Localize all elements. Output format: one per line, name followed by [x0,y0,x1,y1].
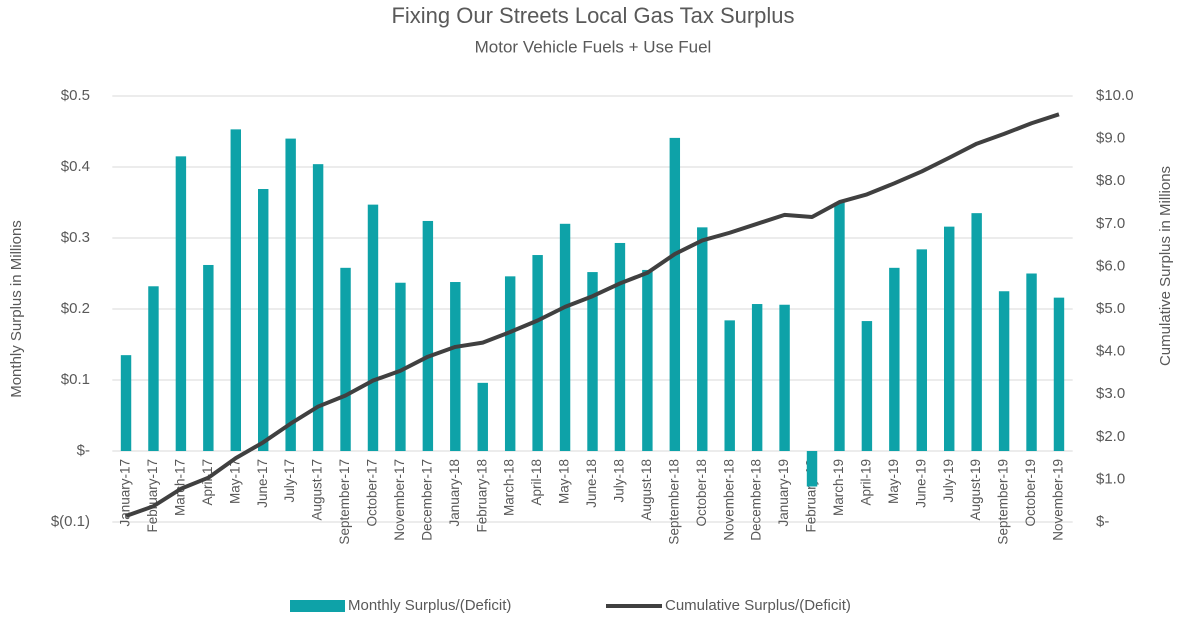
x-tick-label: April-17 [200,459,215,506]
bar [532,255,543,451]
chart-subtitle: Motor Vehicle Fuels + Use Fuel [475,37,712,56]
x-tick-label: December-18 [749,459,764,541]
bar [230,129,241,451]
x-tick-label: July-18 [612,459,627,503]
x-tick-label: January-19 [776,459,791,527]
bar [340,267,351,451]
bar [504,276,516,451]
chart-title: Fixing Our Streets Local Gas Tax Surplus [391,3,794,28]
bar [971,213,982,451]
x-tick-label: December-17 [419,459,434,541]
x-tick-label: March-19 [831,459,846,516]
bar [450,282,461,451]
y-tick-label: $0.2 [61,300,90,317]
y2-tick-label: $7.0 [1096,215,1125,232]
bar [779,304,790,451]
y2-tick-label: $8.0 [1096,172,1125,189]
x-tick-label: October-19 [1023,459,1038,527]
y2-tick-label: $5.0 [1096,300,1125,317]
x-tick-label: August-17 [310,459,325,521]
bar [203,264,214,451]
bar [998,291,1010,451]
y2-tick-label: $3.0 [1096,385,1125,402]
bar [285,138,296,451]
x-tick-label: October-17 [365,459,380,527]
bar [669,137,681,451]
x-tick-label: July-19 [941,459,956,503]
x-tick-label: May-17 [227,459,242,504]
bar [148,286,159,451]
x-tick-label: June-18 [584,459,599,508]
bar [395,282,406,451]
bar [312,164,324,451]
x-tick-label: July-17 [282,459,297,503]
y-tick-label: $- [77,442,90,459]
x-tick-label: November-19 [1051,459,1066,541]
y-axis-label: Monthly Surplus in Millions [8,220,25,398]
bar [559,223,571,451]
y-tick-label: $(0.1) [51,513,90,530]
y2-tick-label: $9.0 [1096,130,1125,147]
x-tick-label: September-19 [996,459,1011,545]
x-tick-label: August-18 [639,459,654,521]
bar [614,242,626,451]
bar [422,220,434,451]
x-tick-label: January-17 [118,459,133,527]
y-tick-label: $0.3 [61,229,90,246]
bar [587,272,598,451]
y2-axis-label: Cumulative Surplus in Millions [1157,166,1174,366]
bar [944,226,955,451]
bar [258,189,269,451]
bar [1026,273,1037,451]
x-tick-label: January-18 [447,459,462,527]
legend-swatch [290,600,345,612]
x-tick-label: March-18 [502,459,517,516]
bar [367,204,379,451]
y-tick-label: $0.1 [61,371,90,388]
y2-tick-label: $2.0 [1096,428,1125,445]
cumulative-line [125,112,1060,518]
bar [806,451,818,487]
y2-tick-label: $6.0 [1096,257,1125,274]
x-tick-label: November-17 [392,459,407,541]
bar [642,269,653,451]
bar [889,267,900,451]
bar [175,156,187,451]
y2-tick-label: $4.0 [1096,343,1125,360]
bar [861,321,873,451]
bar [916,249,927,451]
x-tick-label: October-18 [694,459,709,527]
x-tick-label: August-19 [968,459,983,521]
x-tick-label: May-18 [557,459,572,504]
legend-label: Cumulative Surplus/(Deficit) [665,597,851,614]
x-tick-label: February-18 [474,459,489,533]
x-tick-label: September-17 [337,459,352,545]
x-tick-label: June-19 [913,459,928,508]
x-tick-label: April-19 [858,459,873,506]
legend-label: Monthly Surplus/(Deficit) [348,597,511,614]
y2-tick-label: $1.0 [1096,470,1125,487]
y-tick-label: $0.5 [61,87,90,104]
x-tick-label: February-17 [145,459,160,533]
y-tick-label: $0.4 [61,158,90,175]
bar [751,304,763,451]
bar [1053,297,1065,451]
y2-tick-label: $10.0 [1096,87,1134,104]
x-tick-label: April-18 [529,459,544,506]
x-tick-label: September-18 [666,459,681,545]
bar [724,320,735,451]
bar [477,382,488,451]
x-tick-label: May-19 [886,459,901,504]
bar [834,202,845,451]
bar [697,227,708,451]
y2-tick-label: $- [1096,513,1109,530]
bar [120,355,132,451]
x-tick-label: November-18 [721,459,736,541]
x-tick-label: June-17 [255,459,270,508]
